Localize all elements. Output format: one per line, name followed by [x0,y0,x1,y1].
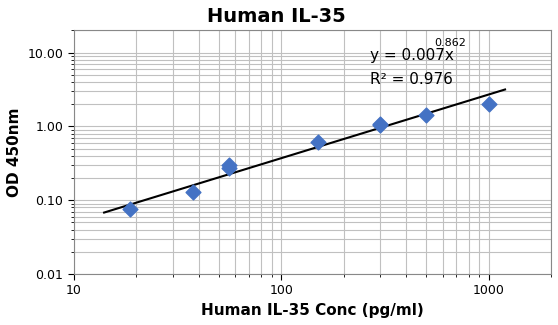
Point [126,206,135,212]
X-axis label: Human IL-35 Conc (pg/ml): Human IL-35 Conc (pg/ml) [201,303,424,318]
Point [313,139,322,144]
Point [376,123,384,128]
Text: y = 0.007x: y = 0.007x [370,47,454,62]
Point [189,189,198,194]
Point [484,101,493,107]
Text: R² = 0.976: R² = 0.976 [370,72,453,87]
Point [225,166,234,171]
Text: Human IL-35: Human IL-35 [208,7,346,26]
Point [376,122,384,127]
Point [225,162,234,168]
Point [422,112,431,117]
Text: 0.862: 0.862 [434,38,466,48]
Y-axis label: OD 450nm: OD 450nm [7,108,22,197]
